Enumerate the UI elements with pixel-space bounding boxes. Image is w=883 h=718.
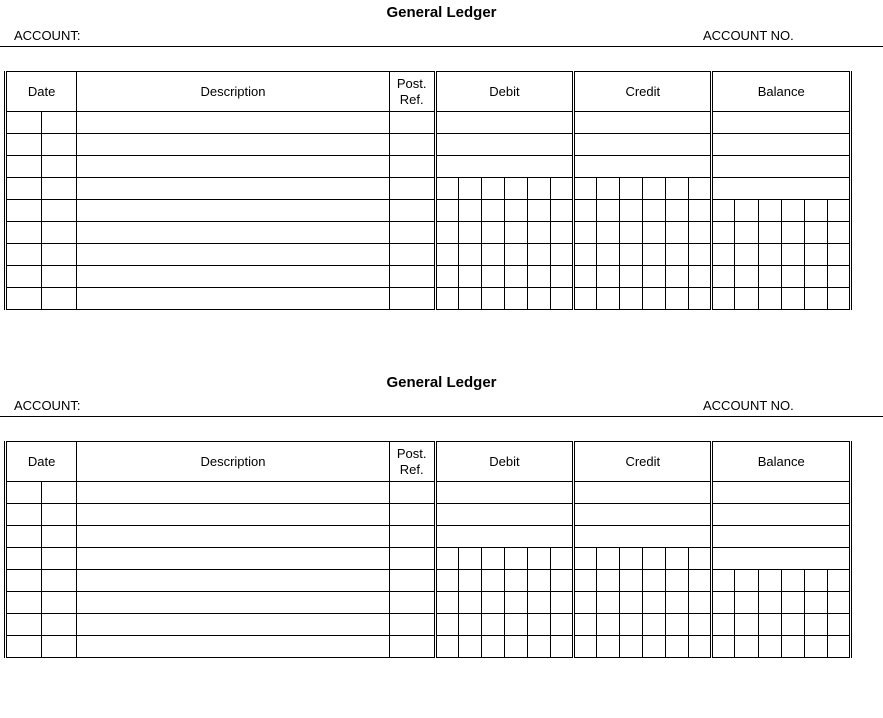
table-row <box>6 222 851 244</box>
table-row <box>6 244 851 266</box>
header-balance: Balance <box>712 72 851 112</box>
ledger-block-2: General Ledger ACCOUNT: ACCOUNT NO. Date… <box>0 370 883 658</box>
table-row <box>6 482 851 504</box>
header-post-ref: Post. Ref. <box>389 442 435 482</box>
table-row <box>6 288 851 310</box>
table-row <box>6 504 851 526</box>
account-row: ACCOUNT: ACCOUNT NO. <box>0 395 883 417</box>
header-debit: Debit <box>435 72 573 112</box>
account-label: ACCOUNT: <box>14 398 94 413</box>
header-description: Description <box>77 442 389 482</box>
header-description: Description <box>77 72 389 112</box>
ledger-block-1: General Ledger ACCOUNT: ACCOUNT NO. Date… <box>0 0 883 310</box>
header-post-ref: Post. Ref. <box>389 72 435 112</box>
header-row: Date Description Post. Ref. Debit Credit… <box>6 72 851 112</box>
table-row <box>6 178 851 200</box>
header-credit: Credit <box>574 442 712 482</box>
table-row <box>6 570 851 592</box>
table-row <box>6 266 851 288</box>
table-row <box>6 156 851 178</box>
ledger-title: General Ledger <box>0 0 883 25</box>
header-date: Date <box>6 442 77 482</box>
table-row <box>6 636 851 658</box>
spacer <box>0 417 883 441</box>
table-row <box>6 134 851 156</box>
header-credit: Credit <box>574 72 712 112</box>
account-row: ACCOUNT: ACCOUNT NO. <box>0 25 883 47</box>
account-label: ACCOUNT: <box>14 28 94 43</box>
header-row: Date Description Post. Ref. Debit Credit… <box>6 442 851 482</box>
table-row <box>6 614 851 636</box>
header-date: Date <box>6 72 77 112</box>
table-row <box>6 548 851 570</box>
ledger-table-1: Date Description Post. Ref. Debit Credit… <box>4 71 852 310</box>
table-row <box>6 526 851 548</box>
ledger-title: General Ledger <box>0 370 883 395</box>
header-balance: Balance <box>712 442 851 482</box>
table-row <box>6 112 851 134</box>
spacer <box>0 47 883 71</box>
account-no-label: ACCOUNT NO. <box>703 28 823 43</box>
account-no-label: ACCOUNT NO. <box>703 398 823 413</box>
header-debit: Debit <box>435 442 573 482</box>
table-row <box>6 592 851 614</box>
table-row <box>6 200 851 222</box>
ledger-table-2: Date Description Post. Ref. Debit Credit… <box>4 441 852 658</box>
